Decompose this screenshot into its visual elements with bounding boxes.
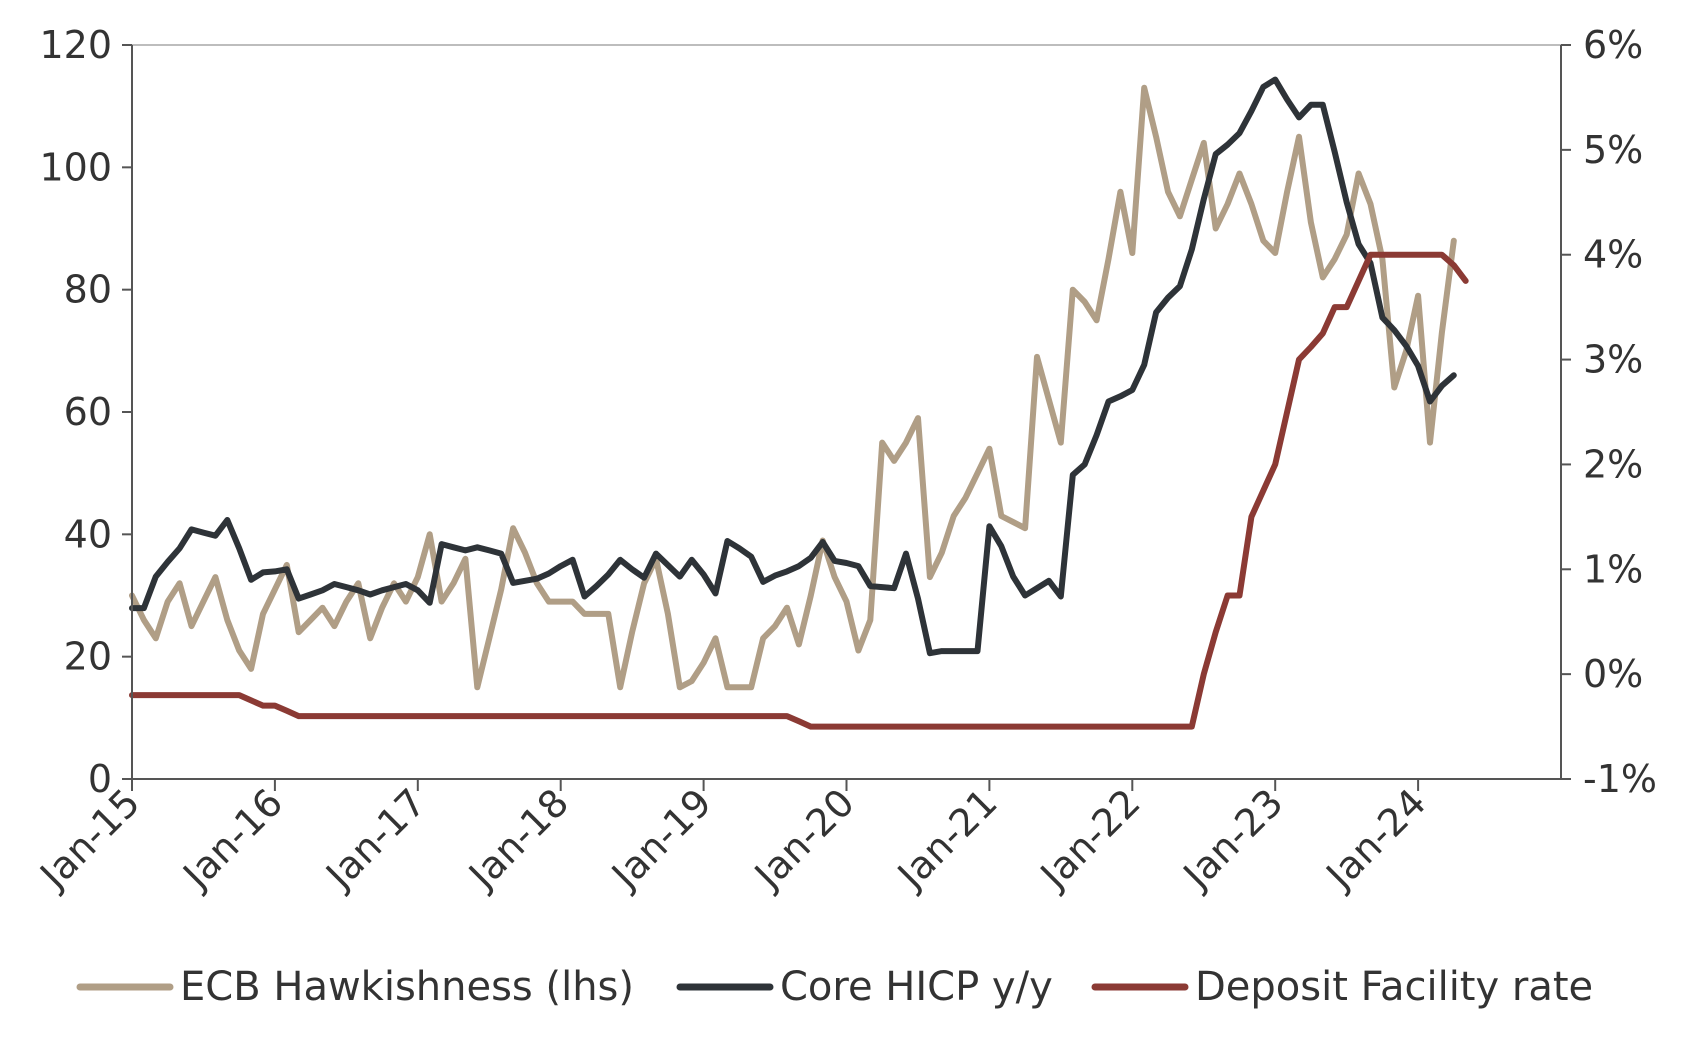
y-left-tick-label: 40 [64,512,112,556]
y-right-tick-label: -1% [1583,757,1657,801]
x-tick-label: Jan-18 [459,780,577,898]
x-tick-label: Jan-21 [888,780,1006,898]
legend-label-ecb-hawkishness-lhs: ECB Hawkishness (lhs) [180,964,634,1010]
x-tick-label: Jan-17 [316,780,434,898]
y-right-tick-label: 0% [1583,652,1643,696]
legend-label-deposit-facility-rate: Deposit Facility rate [1195,964,1593,1010]
legend-label-core-hicp-y-y: Core HICP y/y [780,964,1053,1010]
x-tick-label: Jan-23 [1174,780,1292,898]
y-left-tick-label: 20 [64,635,112,679]
y-right-tick-label: 2% [1583,442,1643,486]
y-left-tick-label: 80 [64,268,112,312]
series-line-core-hicp-y-y [129,76,1457,657]
y-left-tick-label: 100 [39,145,112,189]
y-right-tick-label: 3% [1583,338,1643,382]
chart-series [129,76,1469,730]
x-tick-label: Jan-20 [745,780,863,898]
y-right-tick-label: 4% [1583,233,1643,277]
y-left-tick-label: 0 [88,757,112,801]
series-line-ecb-hawkishness-lhs [129,84,1457,691]
y-right-tick-label: 6% [1583,23,1643,67]
x-tick-label: Jan-16 [173,780,291,898]
x-tick-label: Jan-22 [1031,780,1149,898]
x-tick-label: Jan-19 [602,780,720,898]
chart-legend: ECB Hawkishness (lhs) Core HICP y/y Deposi… [76,964,1593,1010]
y-right-tick-label: 5% [1583,128,1643,172]
x-tick-label: Jan-24 [1317,780,1435,898]
series-line-deposit-facility-rate [129,251,1469,730]
y-left-tick-label: 120 [39,23,112,67]
y-right-tick-label: 1% [1583,547,1643,591]
y-left-tick-label: 60 [64,390,112,434]
